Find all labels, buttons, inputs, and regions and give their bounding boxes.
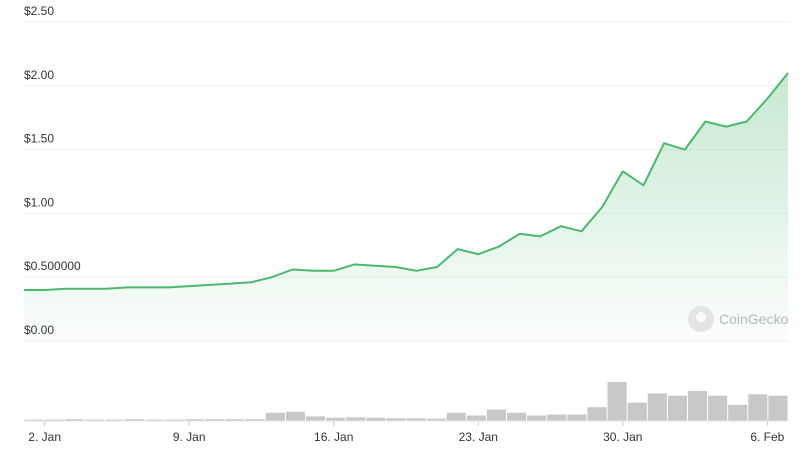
volume-bar xyxy=(64,419,84,421)
y-tick-label: $1.00 xyxy=(24,195,54,209)
volume-bar xyxy=(245,419,265,421)
volume-bar xyxy=(104,419,125,421)
volume-bar xyxy=(687,391,708,421)
volume-bar xyxy=(466,415,486,421)
volume-bar xyxy=(145,419,165,421)
y-tick-label: $2.00 xyxy=(24,68,54,82)
volume-bar xyxy=(587,407,607,421)
volume-bar xyxy=(265,412,285,421)
price-line xyxy=(24,72,789,291)
x-tick-label: 23. Jan xyxy=(459,430,498,444)
y-axis: $0.00$0.500000$1.00$1.50$2.00$2.50 xyxy=(24,4,81,337)
volume-bar xyxy=(547,414,567,421)
volume-bar xyxy=(165,419,185,421)
volume-bar xyxy=(285,411,305,421)
volume-bar xyxy=(125,419,145,421)
watermark-text: CoinGecko xyxy=(719,311,789,327)
volume-bar xyxy=(366,417,386,421)
volume-bar xyxy=(507,412,527,421)
volume-bar xyxy=(446,412,466,421)
volume-bar xyxy=(346,417,366,421)
price-area xyxy=(23,72,789,341)
volume-bar xyxy=(607,381,627,421)
watermark: CoinGecko xyxy=(688,306,788,332)
volume-bar xyxy=(647,393,667,421)
volume-bar xyxy=(667,395,687,421)
volume-bar xyxy=(326,417,346,421)
volume-bar xyxy=(567,414,587,421)
x-tick-label: 6. Feb xyxy=(750,430,784,444)
x-tick-label: 16. Jan xyxy=(314,430,353,444)
volume-bar xyxy=(185,419,205,421)
x-tick-label: 2. Jan xyxy=(28,430,61,444)
volume-bar xyxy=(728,404,748,421)
volume-bar xyxy=(24,419,44,421)
x-tick-label: 30. Jan xyxy=(603,430,642,444)
volume-bar xyxy=(44,419,64,421)
volume-bar xyxy=(627,402,647,421)
price-area-fill xyxy=(24,73,788,341)
volume-bar xyxy=(708,395,728,421)
y-tick-label: $2.50 xyxy=(24,4,54,18)
volume-bar xyxy=(768,395,788,421)
y-tick-label: $0.500000 xyxy=(24,259,81,273)
x-axis: 2. Jan 9. Jan 16. Jan 23. Jan 30. Jan 6. Feb xyxy=(28,421,785,444)
volume-bars xyxy=(24,381,790,422)
coingecko-gecko-icon xyxy=(688,306,714,332)
volume-bar xyxy=(205,419,225,421)
x-tick-label: 9. Jan xyxy=(173,430,206,444)
volume-bar xyxy=(527,415,547,421)
volume-bar xyxy=(84,419,104,421)
volume-bar xyxy=(386,418,406,421)
volume-bar xyxy=(305,416,326,421)
y-tick-label: $1.50 xyxy=(24,132,54,146)
volume-bar xyxy=(406,418,426,421)
volume-bar xyxy=(748,394,768,421)
volume-bar xyxy=(486,409,507,421)
volume-bar xyxy=(426,418,446,421)
volume-bar xyxy=(225,419,245,421)
